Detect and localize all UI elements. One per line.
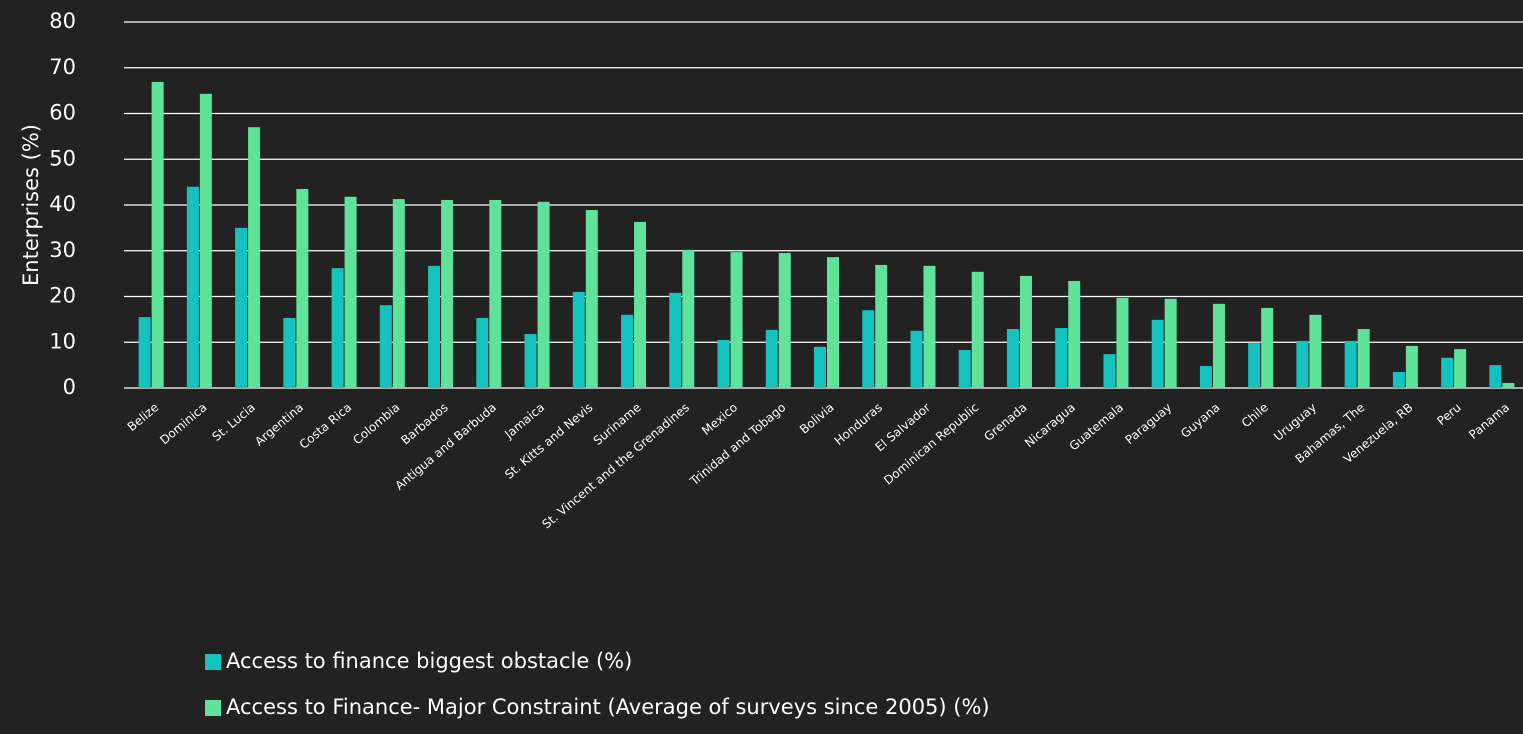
bar <box>1344 340 1357 388</box>
bar <box>1405 345 1418 388</box>
bar <box>1489 365 1502 388</box>
bar <box>476 318 489 388</box>
y-tick-label: 60 <box>49 101 76 125</box>
bar <box>489 199 502 388</box>
bar <box>910 330 923 388</box>
bar <box>1164 298 1177 388</box>
bar <box>151 81 164 389</box>
bar <box>344 196 357 388</box>
bar <box>441 199 454 388</box>
y-tick-label: 70 <box>49 55 76 79</box>
bar <box>778 253 791 388</box>
bar <box>235 227 248 388</box>
bar <box>138 317 151 388</box>
bar <box>585 210 598 388</box>
bar <box>717 339 730 388</box>
y-tick-label: 50 <box>49 146 76 170</box>
bar <box>428 265 441 388</box>
bar <box>669 292 682 388</box>
bar <box>1103 354 1116 388</box>
y-tick-label: 30 <box>49 238 76 262</box>
bar <box>186 186 199 388</box>
bar <box>1248 343 1261 388</box>
bar <box>765 329 778 388</box>
y-tick-label: 40 <box>49 192 76 216</box>
bar <box>875 264 888 388</box>
bar <box>958 350 971 388</box>
bar <box>572 291 585 388</box>
legend-swatch <box>205 654 221 670</box>
bar <box>634 221 647 388</box>
bar <box>1199 366 1212 388</box>
bar <box>682 249 695 388</box>
bar <box>1296 340 1309 388</box>
bar <box>1441 357 1454 388</box>
bar <box>537 201 550 388</box>
bar <box>814 346 826 388</box>
legend-label: Access to Finance- Major Constraint (Ave… <box>226 695 990 719</box>
bar <box>392 199 405 388</box>
bar <box>1392 371 1405 388</box>
bar <box>621 314 634 388</box>
bar <box>248 127 261 388</box>
bar <box>1212 303 1225 388</box>
bar <box>1019 275 1032 388</box>
bar <box>1357 328 1370 388</box>
bar <box>199 93 212 388</box>
bar <box>1502 382 1515 388</box>
legend-swatch <box>205 700 221 716</box>
y-tick-label: 20 <box>49 284 76 308</box>
bar <box>1055 328 1068 388</box>
y-tick-label: 10 <box>49 329 76 353</box>
legend-label: Access to finance biggest obstacle (%) <box>226 649 632 673</box>
y-tick-label: 80 <box>49 9 76 33</box>
bar <box>524 334 537 388</box>
bar <box>296 188 309 388</box>
bar <box>730 252 743 388</box>
y-tick-label: 0 <box>63 375 76 399</box>
bar <box>283 318 296 388</box>
bar <box>331 268 344 388</box>
bar <box>1006 328 1019 388</box>
bar <box>923 265 936 388</box>
bar <box>827 257 839 388</box>
bar <box>1454 349 1467 388</box>
bar <box>1116 297 1129 388</box>
bar <box>1151 319 1164 388</box>
bar <box>862 310 875 388</box>
y-axis-label: Enterprises (%) <box>19 124 43 286</box>
bar <box>1068 280 1081 388</box>
bar <box>971 271 984 388</box>
bar <box>1309 314 1322 388</box>
bar <box>379 305 392 388</box>
bar <box>1261 307 1274 388</box>
